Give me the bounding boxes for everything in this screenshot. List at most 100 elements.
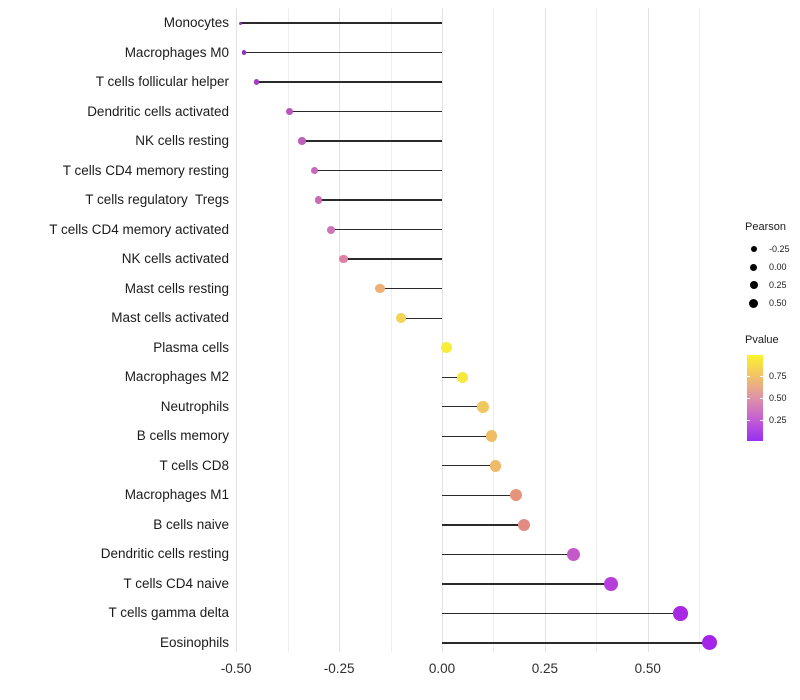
lollipop-dot xyxy=(440,342,452,354)
category-label: T cells CD4 memory resting xyxy=(62,162,229,178)
pearson-legend-dot xyxy=(750,246,757,252)
pvalue-colorbar-tick xyxy=(760,375,763,377)
lollipop-stem xyxy=(380,287,442,290)
category-label: Plasma cells xyxy=(153,339,229,355)
pearson-legend-item: 0.50 xyxy=(745,294,800,312)
minor-gridline xyxy=(596,8,598,652)
pearson-legend-dot-wrap xyxy=(745,263,762,271)
category-label: NK cells activated xyxy=(121,251,229,267)
x-tick-label: -0.25 xyxy=(323,661,355,676)
pvalue-colorbar-tick xyxy=(747,398,750,399)
category-label: Dendritic cells resting xyxy=(100,546,229,562)
lollipop-dot xyxy=(456,371,469,383)
pearson-legend-item: 0.00 xyxy=(745,258,800,276)
pvalue-colorbar-tick xyxy=(747,375,750,377)
category-label: T cells regulatory Tregs xyxy=(85,192,229,208)
category-label: T cells gamma delta xyxy=(108,605,229,621)
pvalue-colorbar xyxy=(747,355,763,441)
lollipop-dot xyxy=(254,79,260,85)
lollipop-stem xyxy=(289,110,442,113)
x-tick-label: 0.00 xyxy=(428,661,456,676)
lollipop-dot xyxy=(326,225,335,234)
pearson-legend-dot-wrap xyxy=(745,246,762,252)
category-label: NK cells resting xyxy=(135,133,229,149)
pvalue-colorbar-tick xyxy=(760,420,763,422)
lollipop-dot xyxy=(238,21,242,25)
lollipop-stem xyxy=(442,406,484,408)
lollipop-dot xyxy=(489,459,502,472)
pearson-legend-dot-wrap xyxy=(745,281,762,289)
lollipop-stem xyxy=(318,199,442,201)
minor-gridline xyxy=(287,8,289,652)
pearson-legend-item: -0.25 xyxy=(745,240,800,258)
lollipop-dot xyxy=(518,518,531,531)
lollipop-stem xyxy=(442,583,611,585)
pearson-legend-item: 0.25 xyxy=(745,276,800,294)
category-label: Macrophages M0 xyxy=(124,44,229,60)
lollipop-dot xyxy=(702,635,718,651)
lollipop-stem xyxy=(442,553,574,556)
lollipop-stem xyxy=(442,494,517,496)
category-label: Monocytes xyxy=(163,15,229,30)
pearson-legend-label: -0.25 xyxy=(769,244,790,254)
pearson-legend-label: 0.00 xyxy=(769,262,787,272)
category-label: T cells CD8 xyxy=(159,457,229,473)
lollipop-dot xyxy=(567,547,581,561)
lollipop-dot xyxy=(338,254,348,264)
x-tick-label: 0.25 xyxy=(531,661,559,676)
x-tick-label: -0.50 xyxy=(220,661,252,676)
pvalue-colorbar-label: 0.25 xyxy=(769,415,787,426)
category-label: Macrophages M2 xyxy=(124,369,229,385)
pearson-legend-items: -0.25 0.00 0.25 0.50 xyxy=(745,240,800,312)
pvalue-colorbar-tick xyxy=(747,420,750,422)
category-label: Macrophages M1 xyxy=(124,487,229,503)
pearson-legend-label: 0.25 xyxy=(769,280,787,290)
category-label: B cells naive xyxy=(153,516,229,532)
lollipop-dot xyxy=(477,400,489,413)
x-tick-label: 0.50 xyxy=(634,661,661,676)
lollipop-dot xyxy=(603,577,618,591)
lollipop-stem xyxy=(343,258,442,260)
lollipop-dot xyxy=(509,489,523,502)
lollipop-stem xyxy=(442,376,463,378)
lollipop-stem xyxy=(442,642,710,644)
minor-gridline xyxy=(493,8,495,652)
major-gridline xyxy=(442,8,443,652)
pearson-legend-dot xyxy=(749,281,758,289)
lollipop-stem xyxy=(244,51,442,54)
pearson-legend-dot xyxy=(750,263,757,271)
pvalue-colorbar-label: 0.75 xyxy=(769,370,787,381)
lollipop-dot xyxy=(485,430,498,443)
lollipop-stem xyxy=(442,524,525,526)
lollipop-dot xyxy=(310,166,319,175)
category-label: Mast cells resting xyxy=(124,280,229,296)
lollipop-dot xyxy=(375,283,386,294)
category-label: Dendritic cells activated xyxy=(87,103,229,119)
pvalue-colorbar-label: 0.50 xyxy=(769,393,787,403)
category-label: T cells CD4 memory activated xyxy=(49,221,229,237)
lollipop-stem xyxy=(314,169,442,172)
category-label: B cells memory xyxy=(136,428,229,444)
lollipop-dot xyxy=(395,313,406,324)
category-label: T cells follicular helper xyxy=(95,74,229,90)
category-label: Eosinophils xyxy=(159,634,229,650)
lollipop-dot xyxy=(242,50,247,55)
major-gridline xyxy=(544,8,546,652)
lollipop-dot xyxy=(314,196,323,205)
lollipop-stem xyxy=(240,22,442,24)
pearson-legend-dot-wrap xyxy=(745,298,762,308)
lollipop-stem xyxy=(442,435,492,437)
minor-gridline xyxy=(699,8,701,652)
lollipop-dot xyxy=(673,606,689,621)
lollipop-stem xyxy=(256,81,442,83)
pearson-size-legend: Pearson -0.25 0.00 0.25 0.50 xyxy=(745,221,800,312)
major-gridline xyxy=(339,8,341,652)
pvalue-colorbar-tick xyxy=(760,398,763,399)
lollipop-dot xyxy=(286,108,294,115)
pearson-legend-label: 0.50 xyxy=(769,298,787,308)
major-gridline xyxy=(647,8,649,652)
lollipop-stem xyxy=(330,228,442,231)
category-label: Mast cells activated xyxy=(111,310,229,326)
major-gridline xyxy=(236,8,238,652)
